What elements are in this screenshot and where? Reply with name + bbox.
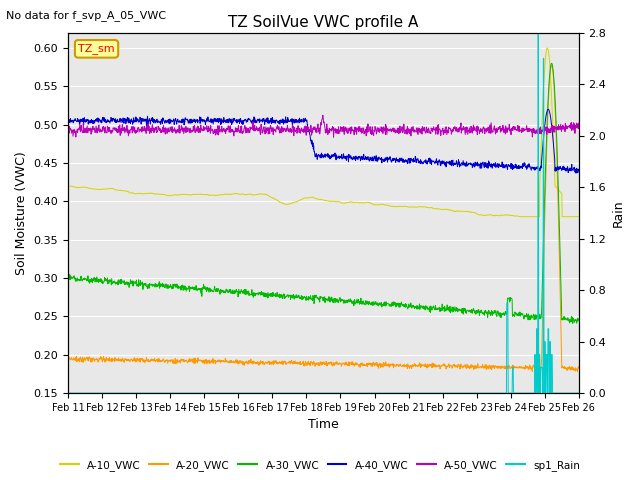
A-40_VWC	[515, 166, 522, 172]
A-20_VWC	[64, 356, 72, 362]
A-10_VWC	[515, 213, 522, 219]
A-10_VWC	[165, 193, 173, 199]
A-10_VWC	[403, 204, 410, 209]
A-20_VWC	[515, 365, 522, 371]
A-10_VWC	[515, 214, 523, 219]
A-30_VWC	[569, 321, 577, 326]
A-10_VWC	[64, 183, 72, 189]
A-50_VWC	[470, 127, 477, 133]
A-20_VWC	[469, 363, 477, 369]
A-50_VWC	[64, 126, 72, 132]
A-50_VWC	[178, 123, 186, 129]
A-30_VWC	[469, 308, 477, 314]
A-30_VWC	[165, 284, 173, 290]
Line: A-20_VWC: A-20_VWC	[68, 66, 579, 372]
A-40_VWC	[235, 117, 243, 122]
A-20_VWC	[403, 363, 410, 369]
A-20_VWC	[165, 358, 173, 363]
A-50_VWC	[319, 112, 327, 118]
Text: TZ_sm: TZ_sm	[78, 43, 115, 54]
A-20_VWC	[178, 358, 186, 363]
A-30_VWC	[575, 318, 582, 324]
A-40_VWC	[165, 121, 173, 127]
Y-axis label: Rain: Rain	[612, 199, 625, 227]
X-axis label: Time: Time	[308, 419, 339, 432]
A-30_VWC	[403, 301, 410, 307]
A-40_VWC	[545, 107, 552, 112]
A-40_VWC	[469, 163, 477, 169]
Y-axis label: Soil Moisture (VWC): Soil Moisture (VWC)	[15, 151, 28, 275]
A-20_VWC	[575, 365, 582, 371]
Legend: A-10_VWC, A-20_VWC, A-30_VWC, A-40_VWC, A-50_VWC, sp1_Rain: A-10_VWC, A-20_VWC, A-30_VWC, A-40_VWC, …	[56, 456, 584, 475]
A-30_VWC	[64, 273, 72, 278]
A-50_VWC	[235, 127, 243, 132]
A-50_VWC	[330, 134, 337, 140]
A-20_VWC	[235, 361, 243, 367]
A-20_VWC	[573, 369, 581, 374]
A-30_VWC	[178, 282, 186, 288]
Line: A-10_VWC: A-10_VWC	[68, 48, 579, 216]
A-10_VWC	[235, 191, 243, 197]
A-40_VWC	[572, 170, 580, 176]
Line: A-40_VWC: A-40_VWC	[68, 109, 579, 173]
A-50_VWC	[403, 132, 411, 137]
A-40_VWC	[178, 117, 186, 122]
A-10_VWC	[469, 209, 477, 215]
A-40_VWC	[575, 167, 582, 172]
Text: No data for f_svp_A_05_VWC: No data for f_svp_A_05_VWC	[6, 10, 166, 21]
Line: A-30_VWC: A-30_VWC	[68, 63, 579, 324]
A-20_VWC	[548, 63, 556, 69]
A-40_VWC	[403, 157, 410, 163]
A-50_VWC	[165, 129, 173, 135]
A-30_VWC	[548, 60, 556, 66]
A-30_VWC	[235, 287, 243, 292]
A-10_VWC	[178, 192, 186, 197]
A-50_VWC	[515, 129, 523, 134]
A-10_VWC	[543, 45, 551, 51]
A-30_VWC	[515, 313, 522, 319]
Line: A-50_VWC: A-50_VWC	[68, 115, 579, 137]
A-40_VWC	[64, 120, 72, 125]
A-10_VWC	[575, 214, 582, 219]
A-50_VWC	[575, 120, 582, 126]
Title: TZ SoilVue VWC profile A: TZ SoilVue VWC profile A	[228, 15, 419, 30]
